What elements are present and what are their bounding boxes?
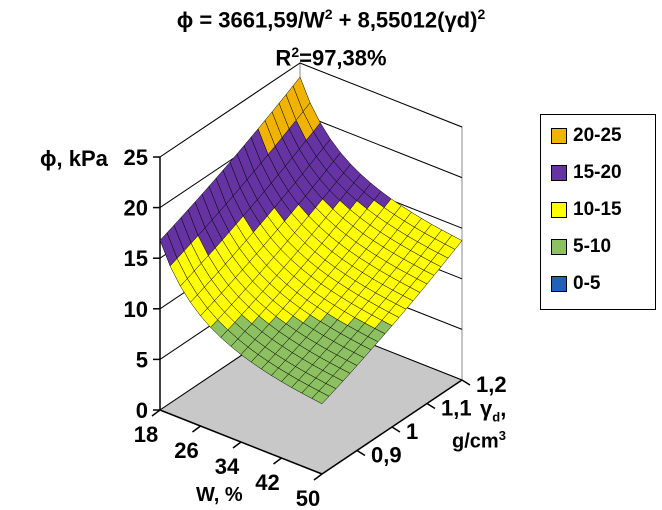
x-tick (313, 473, 323, 481)
z-tick-label: 10 (124, 297, 148, 322)
x-tick-label: 34 (215, 454, 240, 479)
x-tick-label: 42 (255, 470, 279, 495)
z-tick-label: 5 (136, 347, 148, 372)
y-tick-label: 1,2 (476, 372, 507, 397)
x-axis-label: W, % (196, 484, 243, 506)
x-tick (192, 425, 201, 433)
z-tick-label: 0 (136, 398, 148, 423)
x-tick-label: 26 (174, 438, 198, 463)
legend: 20-25 15-20 10-15 5-10 0-5 (540, 114, 656, 310)
chart-title: ϕ = 3661,59/W2 + 8,55012(γd)2 (176, 6, 486, 33)
y-axis-label: γd, (480, 396, 507, 425)
legend-swatch (551, 239, 567, 255)
y-tick-label: 0,9 (371, 443, 402, 468)
legend-item-0-5: 0-5 (551, 273, 600, 295)
y-tick (461, 379, 471, 386)
y-tick-label: 1 (406, 419, 418, 444)
legend-swatch (551, 276, 567, 292)
x-tick (151, 409, 161, 417)
y-tick (426, 402, 436, 410)
z-tick-label: 20 (124, 196, 148, 221)
legend-item-5-10: 5-10 (551, 236, 611, 258)
x-tick (232, 441, 242, 449)
surface-cell (311, 390, 330, 405)
legend-item-10-15: 10-15 (551, 199, 622, 221)
x-tick-label: 50 (296, 486, 320, 510)
y-axis-unit: g/cm3 (452, 428, 506, 453)
y-tick (356, 449, 366, 457)
legend-swatch (551, 128, 567, 144)
y-tick (391, 426, 401, 433)
chart-subtitle: R2=97,38% (275, 44, 387, 71)
legend-item-20-25: 20-25 (551, 125, 622, 147)
legend-label: 15-20 (573, 162, 622, 183)
legend-swatch (551, 165, 567, 181)
legend-label: 20-25 (573, 125, 622, 146)
legend-item-15-20: 15-20 (551, 162, 622, 184)
z-tick-label: 15 (124, 246, 148, 271)
z-axis-label: ϕ, kPa (40, 146, 108, 171)
legend-label: 10-15 (573, 199, 622, 220)
z-gridline (159, 62, 463, 158)
legend-label: 0-5 (573, 273, 601, 294)
y-tick-label: 1,1 (441, 396, 472, 421)
x-tick (273, 457, 282, 465)
z-tick-label: 25 (124, 145, 148, 170)
legend-swatch (551, 202, 567, 218)
legend-label: 5-10 (573, 236, 612, 257)
x-tick-label: 18 (134, 422, 158, 447)
